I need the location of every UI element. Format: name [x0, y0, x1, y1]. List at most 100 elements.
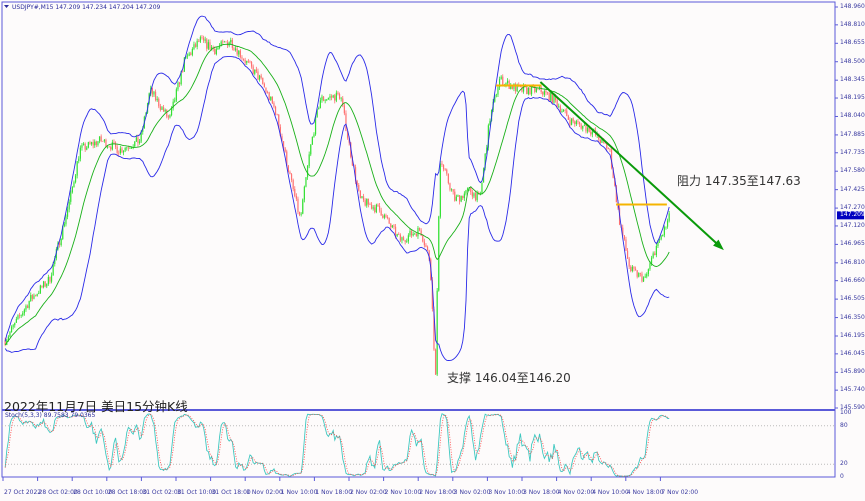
candle-body: [38, 293, 40, 294]
candle-body: [546, 92, 549, 94]
x-tick-label: 3 Nov 10:00: [488, 489, 526, 496]
candle-body: [356, 181, 358, 186]
candle-body: [345, 113, 347, 132]
y-tick-label: 145.590: [840, 404, 865, 411]
candle-body: [202, 37, 205, 41]
candle-body: [631, 266, 633, 271]
candle-body: [142, 128, 144, 132]
candle-body: [340, 98, 342, 100]
candle-body: [465, 190, 467, 194]
candle-body: [62, 225, 64, 239]
candle-body: [204, 39, 206, 41]
x-tick-label: 4 Nov 02:00: [557, 489, 595, 496]
candle-body: [393, 225, 395, 227]
candle-body: [649, 263, 651, 270]
candle-body: [172, 101, 174, 109]
stoch-label: Stoch(5,3,3) 89.7583 79.0365: [5, 412, 96, 419]
candle-body: [644, 276, 646, 278]
x-tick-label: 2 Nov 02:00: [350, 489, 387, 496]
y-tick-label: 146.350: [840, 313, 865, 321]
candle-body: [300, 213, 302, 215]
candle-body: [103, 139, 105, 142]
candle-body: [311, 136, 313, 145]
y-tick-label: 148.500: [840, 57, 865, 65]
candle-body: [266, 92, 269, 93]
candle-body: [428, 250, 430, 260]
candle-body: [95, 141, 97, 145]
candle-body: [578, 122, 581, 125]
candle-body: [537, 88, 539, 89]
candle-body: [164, 109, 166, 112]
y-tick-label: 146.965: [840, 240, 865, 248]
support-annotation: 支撑 146.04至146.20: [447, 371, 571, 385]
candle-body: [457, 195, 459, 197]
candle-body: [92, 142, 94, 146]
x-tick-label: 4 Nov 18:00: [626, 489, 664, 496]
candle-body: [308, 154, 310, 167]
trendline-arrow: [539, 81, 722, 249]
candle-body: [183, 57, 185, 72]
candle-body: [366, 198, 368, 206]
candle-body: [71, 187, 73, 193]
candle-body: [271, 96, 273, 104]
candle-body: [231, 39, 233, 49]
candle-body: [650, 257, 653, 264]
candle-body: [257, 71, 259, 80]
candle-body: [380, 210, 382, 216]
candle-body: [268, 92, 270, 100]
candle-body: [638, 273, 640, 277]
candle-body: [474, 193, 477, 201]
candle-body: [364, 200, 366, 206]
stoch-tick-label: 0: [840, 473, 844, 480]
candle-body: [550, 92, 552, 101]
candle-body: [182, 71, 184, 72]
candle-body: [190, 53, 192, 55]
candle-body: [442, 164, 445, 170]
candle-body: [10, 326, 13, 332]
candle-body: [129, 148, 131, 149]
candle-body: [121, 148, 123, 153]
candle-body: [367, 198, 369, 205]
candle-body: [76, 161, 78, 176]
candle-body: [473, 193, 475, 197]
candle-body: [241, 57, 243, 59]
candle-body: [159, 106, 161, 110]
candle-body: [572, 118, 574, 122]
candle-body: [161, 107, 163, 110]
stoch-signal-line: [4, 413, 670, 477]
chart-title: 2022年11月7日 美日15分钟K线: [4, 399, 188, 414]
candle-body: [410, 230, 413, 236]
candle-body: [540, 86, 542, 93]
candle-body: [63, 224, 65, 226]
candle-body: [135, 137, 137, 142]
candle-body: [170, 108, 173, 116]
x-tick-label: 27 Oct 2022: [4, 489, 42, 496]
candle-body: [303, 186, 305, 200]
candle-body: [86, 147, 88, 150]
arrow-head-icon: [713, 239, 724, 251]
candle-body: [26, 305, 29, 308]
candle-body: [234, 48, 237, 50]
candle-body: [246, 60, 248, 63]
candle-body: [562, 110, 565, 112]
candle-body: [372, 207, 374, 209]
candle-body: [636, 270, 638, 277]
candle-body: [254, 69, 256, 74]
candle-body: [436, 290, 438, 375]
candle-body: [52, 263, 54, 276]
candle-body: [634, 268, 637, 271]
x-tick-label: 3 Nov 02:00: [453, 489, 491, 496]
candle-body: [244, 60, 246, 63]
candle-body: [652, 253, 654, 258]
y-tick-label: 146.505: [840, 295, 865, 303]
candle-body: [463, 193, 465, 199]
candle-body: [233, 48, 235, 50]
candle-body: [36, 293, 38, 297]
candle-body: [662, 234, 664, 237]
candle-body: [178, 82, 181, 85]
candle-body: [284, 148, 286, 152]
candle-body: [569, 119, 571, 125]
candle-body: [566, 110, 568, 117]
current-price-tag: [837, 211, 864, 220]
